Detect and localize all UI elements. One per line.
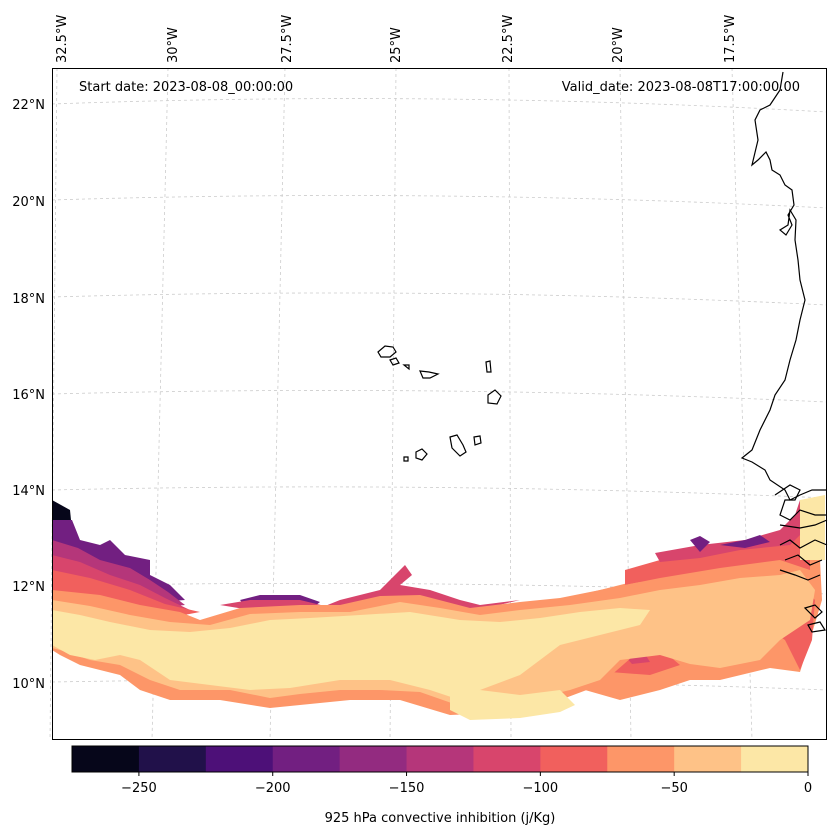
colorbar-segment-10	[741, 746, 809, 772]
lat-label-22: 22°N	[12, 98, 45, 113]
lat-gridline-22	[51, 98, 828, 113]
colorbar-tick-label: −200	[255, 781, 291, 796]
africa-coastline	[740, 71, 827, 501]
band-pink-east	[655, 500, 805, 562]
colorbar-frame	[71, 745, 809, 773]
colorbar-ticks: −250 −200 −150 −100 −50 0	[121, 772, 812, 796]
map-frame	[52, 68, 827, 740]
colorbar-segment-9	[674, 746, 742, 772]
lon-label-32.5: 32.5°W	[55, 15, 70, 63]
colorbar-tick-label: 0	[804, 781, 812, 796]
colorbar-tick-label: −50	[660, 781, 687, 796]
band-cream-main	[52, 608, 650, 700]
lat-label-12: 12°N	[12, 580, 45, 595]
island-santo-antao	[377, 345, 397, 358]
start-date-label: Start date: 2023-08-08_00:00:00	[79, 80, 293, 95]
cin-contour-field	[52, 495, 825, 720]
island-santiago	[449, 434, 467, 457]
lon-label-17.5: 17.5°W	[723, 15, 738, 63]
lat-label-14: 14°N	[12, 484, 45, 499]
lat-label-20: 20°N	[12, 195, 45, 210]
band-cream-south	[450, 690, 575, 720]
valid-date-label: Valid_date: 2023-08-08T17:00:00.00	[562, 80, 800, 95]
colorbar-segment-2	[205, 746, 274, 772]
band-purple-east	[690, 535, 770, 552]
lon-label-27.5: 27.5°W	[280, 15, 295, 63]
island-santa-luzia	[402, 364, 410, 371]
colorbar-segment-7	[540, 746, 608, 772]
colorbar-segment-3	[272, 746, 341, 772]
colorbar: −250 −200 −150 −100 −50 0 925 hPa convective …	[71, 745, 812, 826]
island-sao-nicolau	[419, 370, 440, 379]
colorbar-tick-label: −150	[389, 781, 425, 796]
colorbar-tick-label: −250	[121, 781, 157, 796]
bijagos-islands	[803, 604, 826, 633]
lon-labels: 32.5°W 30°W 27.5°W 25°W 22.5°W 20°W 17.5…	[55, 15, 738, 63]
colorbar-segment-0	[72, 746, 140, 772]
colorbar-segment-5	[406, 746, 474, 772]
lat-gridline-14	[51, 486, 828, 499]
island-boa-vista	[487, 389, 502, 405]
coastlines	[377, 71, 828, 633]
lon-label-20: 20°W	[611, 27, 626, 63]
lat-label-10: 10°N	[12, 677, 45, 692]
island-sal	[485, 360, 492, 373]
colorbar-segment-1	[138, 746, 207, 772]
island-maio	[473, 435, 482, 446]
colorbar-tick-label: −100	[523, 781, 559, 796]
lat-label-16: 16°N	[12, 388, 45, 403]
colorbar-segments	[72, 746, 809, 772]
lon-label-30: 30°W	[166, 27, 181, 63]
gambia-senegal-border	[774, 484, 827, 521]
island-fogo	[415, 448, 428, 461]
colorbar-segment-6	[473, 746, 541, 772]
lon-gridline-32.5	[49, 67, 58, 741]
colorbar-segment-8	[607, 746, 675, 772]
lat-gridline-20	[51, 195, 828, 209]
lat-gridline-18	[51, 292, 828, 306]
colorbar-segment-4	[339, 746, 408, 772]
island-brava	[403, 456, 409, 462]
lat-label-18: 18°N	[12, 292, 45, 307]
colorbar-title: 925 hPa convective inhibition (j/Kg)	[325, 811, 556, 826]
lon-label-22.5: 22.5°W	[501, 15, 516, 63]
island-sao-vicente	[389, 357, 400, 366]
lat-gridline-16	[51, 390, 828, 403]
lat-labels: 22°N 20°N 18°N 16°N 14°N 12°N 10°N	[12, 98, 45, 692]
band-cream-east-patch	[800, 495, 825, 560]
guinea-bissau-coast	[779, 519, 828, 581]
lon-label-25: 25°W	[389, 27, 404, 63]
